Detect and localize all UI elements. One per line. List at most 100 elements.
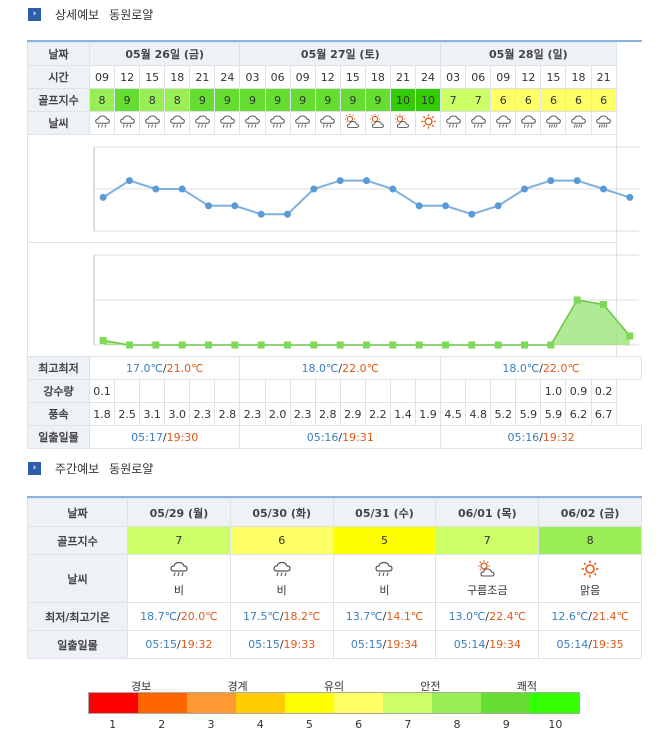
temp-point xyxy=(494,202,502,210)
sunrise-time: 05:17 xyxy=(131,430,163,444)
min-temp: 18.7℃ xyxy=(140,610,178,623)
cloud-rain-icon xyxy=(295,115,310,128)
golf-index-cell: 9 xyxy=(264,88,291,112)
time-cell: 18 xyxy=(364,65,391,89)
wind-cell: 5.2 xyxy=(490,402,517,426)
weather-cell xyxy=(88,111,116,135)
weather-cell xyxy=(440,111,467,135)
rain-line xyxy=(103,299,631,346)
weather-cell xyxy=(114,111,141,135)
weekly-weather-label: 날씨 xyxy=(27,554,128,603)
rain-point xyxy=(494,341,502,349)
slash: / xyxy=(279,610,284,623)
cloud-rain-icon xyxy=(245,115,260,128)
golf-index-cell: 6 xyxy=(540,88,567,112)
wind-cell: 1.4 xyxy=(389,402,417,426)
weather-text: 비 xyxy=(173,584,184,597)
legend-swatch xyxy=(236,693,285,713)
wind-cell: 2.0 xyxy=(264,402,291,426)
sunset-time: 19:34 xyxy=(489,638,521,651)
time-cell: 18 xyxy=(565,65,592,89)
legend-swatch xyxy=(383,693,432,713)
rain-point xyxy=(415,341,423,349)
weekly-weather-cell: 맑음 xyxy=(538,554,642,603)
partly-cloudy-icon xyxy=(345,113,360,128)
day-header: 05월 28일 (일) xyxy=(440,42,617,66)
weather-cell xyxy=(565,111,592,135)
wind-label: 풍속 xyxy=(27,402,90,426)
weather-cell xyxy=(490,111,517,135)
cloud-rain-icon xyxy=(445,115,461,128)
golf-index-cell: 9 xyxy=(289,88,316,112)
rain-cell xyxy=(264,379,291,403)
temp-point xyxy=(389,185,397,193)
weekly-temp-cell: 17.5℃/18.2℃ xyxy=(229,602,334,631)
sunrise-time: 05:14 xyxy=(556,638,589,651)
wind-cell: 2.3 xyxy=(239,402,266,426)
temp-point xyxy=(336,177,344,185)
rain-cell: 0.1 xyxy=(88,379,116,403)
golf-index-cell: 8 xyxy=(164,88,191,112)
sunrise-time: 05:15 xyxy=(248,638,280,651)
slash: / xyxy=(485,610,490,623)
weather-cell xyxy=(139,111,166,135)
rain-cell xyxy=(389,379,417,403)
golf-index-cell: 9 xyxy=(114,88,141,112)
weather-text: 맑음 xyxy=(579,584,601,597)
weather-cell xyxy=(389,111,417,135)
chevron-right-icon: › xyxy=(28,461,41,475)
cloud-rain-icon xyxy=(273,561,291,577)
temp-chart-svg xyxy=(93,146,639,232)
sunrise-time: 05:16 xyxy=(507,430,540,444)
day-minmax: 17.0℃/21.0℃ xyxy=(88,356,241,380)
legend-swatch xyxy=(187,693,236,713)
max-temp: 22.0℃ xyxy=(342,361,379,375)
legend-swatch xyxy=(285,693,334,713)
time-cell: 03 xyxy=(440,65,467,89)
cloud-rain-icon xyxy=(495,115,511,128)
rain-point xyxy=(126,341,133,349)
rain-point xyxy=(99,337,107,344)
rain-cell xyxy=(339,379,366,403)
temp-point xyxy=(363,177,370,185)
weekly-temp-cell: 13.7℃/14.1℃ xyxy=(332,602,437,631)
rain-cell xyxy=(364,379,391,403)
rain-point xyxy=(389,341,397,349)
golf-index-cell: 9 xyxy=(314,88,341,112)
time-cell: 12 xyxy=(114,65,141,89)
time-cell: 24 xyxy=(415,65,442,89)
legend-swatch xyxy=(481,693,530,713)
legend-category-label: 경계 xyxy=(227,680,248,693)
wind-cell: 6.2 xyxy=(565,402,592,426)
weekly-weather-cell: 비 xyxy=(229,554,334,603)
rain-chart xyxy=(27,242,639,357)
weekly-sun-cell: 05:14/19:35 xyxy=(538,630,642,659)
temp-point xyxy=(626,193,634,201)
min-temp: 18.0℃ xyxy=(301,361,339,375)
slash: / xyxy=(279,638,284,651)
rain-label: 강수량 xyxy=(27,379,90,403)
rain-point xyxy=(442,341,449,349)
wind-cell: 2.2 xyxy=(364,402,391,426)
rain-point xyxy=(152,341,160,349)
rain-point xyxy=(468,341,476,349)
min-temp: 18.0℃ xyxy=(502,361,540,375)
detail-forecast-table: 날짜 05월 26일 (금) 05월 27일 (토) 05월 28일 (일) 시간 09 1… xyxy=(27,40,642,449)
cloud-rain-icon xyxy=(320,115,336,128)
weather-cell xyxy=(214,111,241,135)
slash: / xyxy=(162,361,167,375)
rain-cell xyxy=(465,379,492,403)
weather-icon-wrap xyxy=(128,559,230,582)
rain-cell xyxy=(114,379,141,403)
golf-label: 골프지수 xyxy=(27,88,90,112)
rain-point xyxy=(178,341,186,349)
date-label: 날짜 xyxy=(27,42,90,66)
day-header: 05월 26일 (금) xyxy=(88,42,241,66)
legend-number: 4 xyxy=(256,718,264,731)
wind-cell: 2.5 xyxy=(114,402,141,426)
minmax-label: 최고최저 xyxy=(27,356,90,380)
time-cell: 21 xyxy=(590,65,617,89)
cloud-rain-icon xyxy=(170,561,188,577)
rain-cell xyxy=(164,379,191,403)
weather-cell xyxy=(465,111,492,135)
